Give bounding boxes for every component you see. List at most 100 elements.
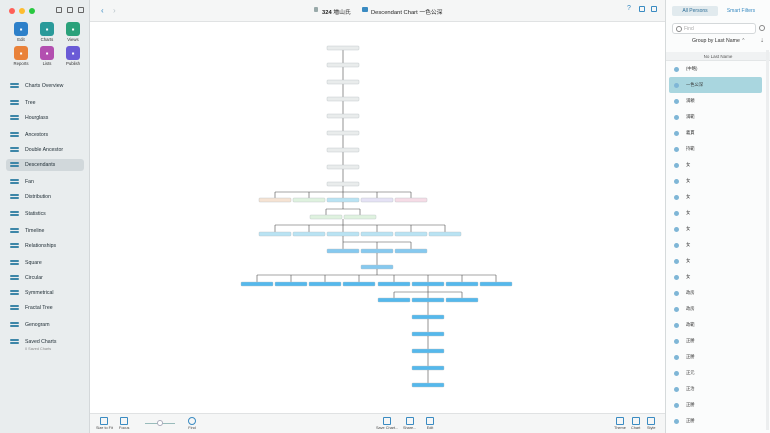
sidebar-item-hourglass[interactable]: Hourglass: [6, 112, 84, 124]
sidebar-item-saved-charts[interactable]: Saved Charts: [6, 336, 84, 348]
person-node[interactable]: [411, 281, 445, 287]
tool-reports-button[interactable]: ▪ Reports: [8, 46, 34, 66]
person-row[interactable]: 女: [666, 205, 770, 221]
person-node[interactable]: [411, 314, 445, 320]
person-node[interactable]: [411, 297, 445, 303]
person-row[interactable]: 女: [666, 189, 770, 205]
sort-icon[interactable]: ⇣: [760, 38, 765, 44]
person-row[interactable]: 満範: [666, 109, 770, 125]
person-node[interactable]: [326, 231, 360, 237]
edit-chart-button[interactable]: Edit: [426, 417, 434, 430]
group-by-select[interactable]: Group by Last Name ⌃: [692, 38, 746, 44]
person-row[interactable]: 正治: [666, 381, 770, 397]
tool-edit-button[interactable]: ▪ Edit: [8, 22, 34, 42]
person-row[interactable]: 女: [666, 269, 770, 285]
person-node[interactable]: [411, 348, 445, 354]
person-node[interactable]: [377, 297, 411, 303]
tab-all-persons[interactable]: All Persons: [672, 6, 718, 16]
tag-icon[interactable]: [56, 7, 62, 13]
sidebar-item-descendants[interactable]: Descendants: [6, 159, 84, 171]
person-row[interactable]: 正勝: [666, 349, 770, 365]
person-node[interactable]: [240, 281, 274, 287]
person-node[interactable]: [326, 62, 360, 68]
size-to-fit-button[interactable]: Size to Fit: [96, 417, 113, 430]
person-row[interactable]: 正勝: [666, 397, 770, 413]
person-row[interactable]: 女: [666, 173, 770, 189]
person-row[interactable]: 女: [666, 237, 770, 253]
media-icon[interactable]: [78, 7, 84, 13]
person-node[interactable]: [258, 197, 292, 203]
person-node[interactable]: [445, 281, 479, 287]
person-node[interactable]: [326, 96, 360, 102]
person-node[interactable]: [326, 113, 360, 119]
person-node[interactable]: [326, 79, 360, 85]
theme-button[interactable]: Theme: [614, 417, 626, 430]
share-button[interactable]: Share...: [403, 417, 416, 430]
person-node[interactable]: [445, 297, 479, 303]
person-node[interactable]: [292, 231, 326, 237]
person-row[interactable]: 政範: [666, 317, 770, 333]
person-node[interactable]: [394, 197, 428, 203]
chart-canvas[interactable]: [90, 22, 665, 413]
person-node[interactable]: [360, 197, 394, 203]
person-row[interactable]: 女: [666, 221, 770, 237]
back-arrow-icon[interactable]: ‹: [101, 6, 104, 15]
person-node[interactable]: [274, 281, 308, 287]
find-button[interactable]: Find: [188, 417, 196, 430]
chart-options-button[interactable]: Chart: [631, 417, 640, 430]
person-node[interactable]: [326, 181, 360, 187]
sidebar-item-distribution[interactable]: Distribution: [6, 191, 84, 203]
person-node[interactable]: [326, 130, 360, 136]
zoom-window-button[interactable]: [29, 8, 35, 14]
person-row[interactable]: 政房: [666, 301, 770, 317]
close-window-button[interactable]: [9, 8, 15, 14]
person-row[interactable]: 女: [666, 253, 770, 269]
person-row[interactable]: 義貫: [666, 125, 770, 141]
person-row[interactable]: 女: [666, 157, 770, 173]
sidebar-item-circular[interactable]: Circular: [6, 272, 84, 284]
person-node[interactable]: [326, 164, 360, 170]
person-node[interactable]: [411, 365, 445, 371]
person-node[interactable]: [342, 281, 376, 287]
person-row[interactable]: 一色公深: [669, 77, 762, 93]
sidebar-item-charts-overview[interactable]: Charts Overview: [6, 80, 84, 92]
bookmark-icon[interactable]: [67, 7, 73, 13]
person-row[interactable]: 満頼: [666, 93, 770, 109]
person-node[interactable]: [326, 147, 360, 153]
help-icon[interactable]: ?: [627, 5, 631, 12]
person-search-input[interactable]: Find: [672, 23, 756, 34]
person-list-scrollbar[interactable]: [766, 50, 769, 430]
person-node[interactable]: [479, 281, 513, 287]
sidebar-item-fractal-tree[interactable]: Fractal Tree: [6, 302, 84, 314]
forward-arrow-icon[interactable]: ›: [113, 6, 116, 15]
sidebar-toggle-icon[interactable]: [651, 6, 657, 12]
person-node[interactable]: [360, 264, 394, 270]
sidebar-item-genogram[interactable]: Genogram: [6, 319, 84, 331]
person-row[interactable]: 持範: [666, 141, 770, 157]
tool-charts-button[interactable]: ▪ Charts: [34, 22, 60, 42]
person-node[interactable]: [343, 214, 377, 220]
tool-publish-button[interactable]: ▪ Publish: [60, 46, 86, 66]
sidebar-item-double-ancestor[interactable]: Double Ancestor: [6, 144, 84, 156]
person-node[interactable]: [377, 281, 411, 287]
person-node[interactable]: [360, 231, 394, 237]
tool-views-button[interactable]: ▪ Views: [60, 22, 86, 42]
person-node[interactable]: [309, 214, 343, 220]
person-node[interactable]: [394, 231, 428, 237]
person-node[interactable]: [411, 382, 445, 388]
person-node[interactable]: [258, 231, 292, 237]
focus-button[interactable]: Focus: [119, 417, 129, 430]
save-chart-button[interactable]: Save Chart...: [376, 417, 398, 430]
person-node[interactable]: [428, 231, 462, 237]
person-row[interactable]: 政房: [666, 285, 770, 301]
sidebar-item-timeline[interactable]: Timeline: [6, 225, 84, 237]
person-node[interactable]: [326, 45, 360, 51]
sidebar-item-symmetrical[interactable]: Symmetrical: [6, 287, 84, 299]
person-row[interactable]: (中略): [666, 61, 770, 77]
zoom-slider-knob[interactable]: [157, 420, 163, 426]
minimize-window-button[interactable]: [19, 8, 25, 14]
person-row[interactable]: 正元: [666, 365, 770, 381]
sidebar-item-tree[interactable]: Tree: [6, 97, 84, 109]
sidebar-item-statistics[interactable]: Statistics: [6, 208, 84, 220]
person-node[interactable]: [326, 248, 360, 254]
